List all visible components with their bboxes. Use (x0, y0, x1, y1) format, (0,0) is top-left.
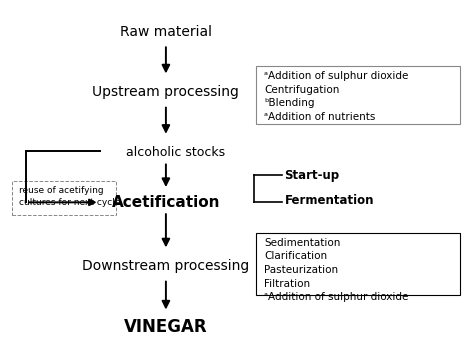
Text: Fermentation: Fermentation (284, 194, 374, 207)
Text: Start-up: Start-up (284, 169, 339, 182)
FancyBboxPatch shape (12, 181, 116, 215)
Text: reuse of acetifying
cultures for next cycle: reuse of acetifying cultures for next cy… (19, 186, 120, 207)
Text: Sedimentation
Clarification
Pasteurization
Filtration
ᵃAddition of sulphur dioxi: Sedimentation Clarification Pasteurizati… (264, 238, 409, 302)
Text: VINEGAR: VINEGAR (124, 318, 208, 335)
Text: alcoholic stocks: alcoholic stocks (126, 146, 225, 159)
FancyBboxPatch shape (256, 233, 460, 295)
Text: Raw material: Raw material (120, 25, 212, 39)
Text: Downstream processing: Downstream processing (82, 259, 249, 273)
Text: Upstream processing: Upstream processing (92, 85, 239, 99)
FancyBboxPatch shape (256, 66, 460, 124)
Text: ᵃAddition of sulphur dioxide
Centrifugation
ᵇBlending
ᵃAddition of nutrients: ᵃAddition of sulphur dioxide Centrifugat… (264, 71, 409, 122)
Text: Acetification: Acetification (112, 195, 220, 210)
